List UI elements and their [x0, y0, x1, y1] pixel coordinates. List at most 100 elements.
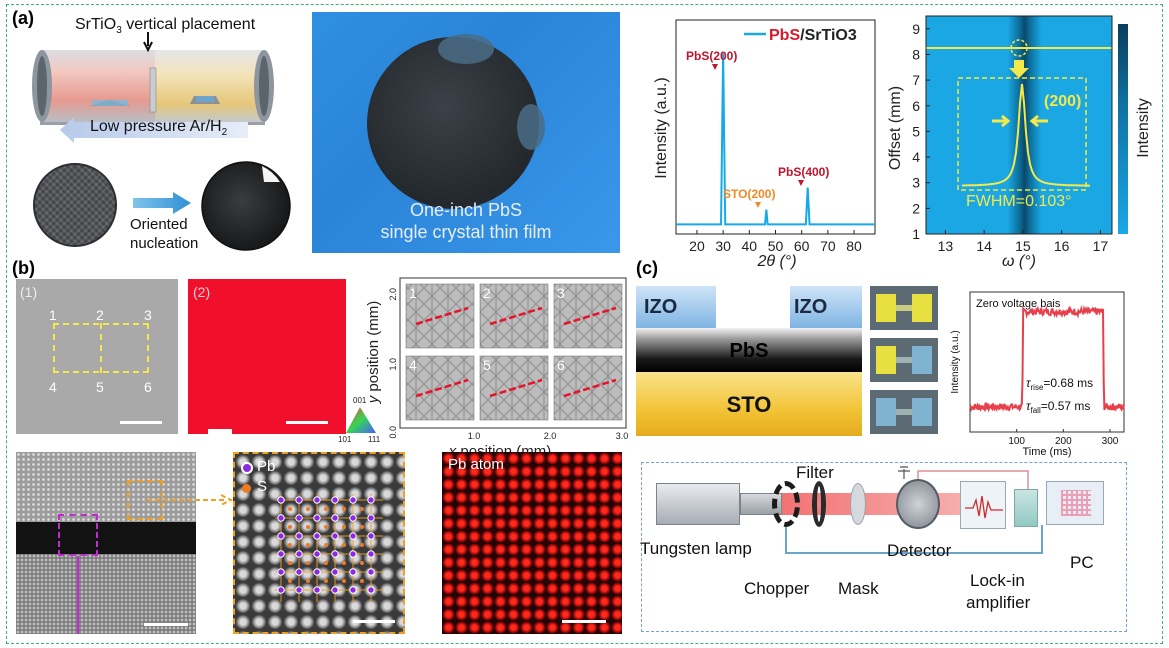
kikuchi-pattern-number: 2	[483, 285, 491, 301]
pb-atom-marker	[277, 550, 285, 558]
xrd-legend: PbS/SrTiO3	[769, 27, 857, 44]
photo-x-tick-label: 100	[1008, 436, 1025, 447]
nucleation-label-2: nucleation	[130, 235, 199, 252]
xrd-x-tick-label: 70	[820, 238, 836, 254]
device-photo-2	[870, 338, 938, 382]
mask-label: Mask	[838, 579, 879, 598]
pb-atom-marker	[367, 532, 375, 540]
peak-marker-1	[712, 64, 718, 70]
rocking-y-tick-label: 8	[912, 46, 920, 62]
xrd-x-label: 2θ (°)	[756, 253, 796, 270]
kikuchi-pattern-6: 6	[553, 355, 623, 421]
kikuchi-y-tick-label: 1.0	[388, 358, 398, 371]
s-atom-marker	[324, 561, 328, 565]
flow-arrow-icon	[60, 117, 248, 143]
photo-x-tick-label: 200	[1055, 436, 1072, 447]
xrd-x-tick-label: 40	[742, 238, 758, 254]
point-5: 5	[96, 379, 104, 395]
filter-element	[812, 481, 826, 527]
oriented-film-disc	[201, 161, 291, 251]
scale-bar	[353, 620, 395, 623]
izo-label-right: IZO	[794, 296, 828, 318]
s-legend-dot	[242, 484, 251, 493]
ipf-color-triangle: 001 101 111	[338, 396, 381, 443]
pb-atom-marker	[349, 514, 357, 522]
xrd-series-line	[676, 53, 875, 226]
tem-interface-image	[16, 452, 196, 634]
scan-highlight	[1010, 39, 1028, 57]
chopper-wheel	[772, 481, 800, 527]
tem-region-box-orange	[127, 480, 163, 520]
photo-x-tick-label: 300	[1102, 436, 1119, 447]
peak-marker-2	[798, 180, 804, 186]
peak-marker-3	[755, 202, 761, 208]
photo-series-line	[969, 304, 1125, 413]
pb-atom-marker	[367, 568, 375, 576]
figure-frame	[6, 4, 1163, 644]
s-atom-marker	[342, 561, 346, 565]
xrd-x-tick-label: 50	[768, 238, 784, 254]
pb-atom-marker	[349, 496, 357, 504]
sto-substrate: STO	[636, 372, 862, 436]
pc-screen-grid	[1061, 490, 1091, 516]
kikuchi-orientation-line	[563, 378, 617, 398]
s-atom-marker	[306, 579, 310, 583]
chopper-label: Chopper	[744, 579, 810, 598]
point-2: 2	[96, 307, 104, 323]
s-atom-marker	[324, 507, 328, 511]
pb-atom-marker	[295, 532, 303, 540]
rocking-y-tick-label: 6	[912, 98, 920, 114]
pb-atom-marker	[295, 586, 303, 594]
kikuchi-x-tick-label: 3.0	[616, 431, 629, 441]
xrd-x-ticks: 20 30 40 50 60 70 80	[689, 230, 862, 254]
s-atom-marker	[360, 543, 364, 547]
colorbar-label: Intensity	[1135, 98, 1152, 158]
pb-atom-marker	[367, 586, 375, 594]
pc-monitor	[1046, 481, 1104, 525]
lock-in-side-unit	[1014, 489, 1038, 527]
s-atom-marker	[342, 507, 346, 511]
zoom-link-arrow-icon	[147, 494, 234, 506]
detector-label: Detector	[887, 541, 952, 560]
nucleation-label-1: Oriented	[130, 216, 188, 233]
wafer-flat-2	[517, 104, 545, 150]
rocking-y-tick-label: 2	[912, 200, 920, 216]
ebsd-sem-image: (1) 1 2 3 4 5 6	[16, 279, 178, 434]
s-atom-marker	[306, 507, 310, 511]
panel-label-a: (a)	[12, 8, 34, 28]
ipf-label-101: 101	[338, 435, 352, 443]
kikuchi-pattern-number: 1	[409, 285, 417, 301]
pb-atom-marker	[277, 568, 285, 576]
lock-in-amplifier	[960, 481, 1006, 529]
placement-arrow-icon	[143, 32, 153, 53]
rocking-y-label: Offset (mm)	[887, 86, 904, 170]
lockin-label-2: amplifier	[966, 593, 1031, 612]
kikuchi-y-tick-label: 2.0	[388, 288, 398, 301]
kikuchi-orientation-line	[489, 378, 543, 398]
rocking-y-tick-label: 7	[912, 72, 920, 88]
s-atom-marker	[324, 579, 328, 583]
kikuchi-pattern-5: 5	[479, 355, 549, 421]
zoom-arrow-icon	[1009, 60, 1029, 78]
pb-atom-marker	[349, 586, 357, 594]
point-1: 1	[49, 307, 57, 323]
s-atom-marker	[288, 507, 292, 511]
s-atom-marker	[288, 525, 292, 529]
xrd-x-tick-label: 20	[689, 238, 705, 254]
s-atom-marker	[288, 543, 292, 547]
ebsd-ipf-map: (2)	[188, 279, 346, 434]
rocking-peak-curve	[962, 83, 1090, 187]
device-schematic: IZO IZO PbS STO	[636, 286, 862, 436]
scale-bar	[144, 623, 188, 626]
ipf-label-111: 111	[368, 435, 381, 443]
device-photo-3	[870, 390, 938, 434]
mask-element	[850, 483, 866, 525]
pbs-layer: PbS	[636, 328, 862, 372]
pb-atom-marker	[277, 532, 285, 540]
rise-time-label: τrise=0.68 ms	[1026, 376, 1093, 392]
kikuchi-pattern-4: 4	[405, 355, 475, 421]
s-atom-marker	[342, 525, 346, 529]
rocking-y-tick-label: 1	[912, 226, 920, 242]
tem-bottom-lattice	[16, 554, 196, 634]
point-4: 4	[49, 379, 57, 395]
